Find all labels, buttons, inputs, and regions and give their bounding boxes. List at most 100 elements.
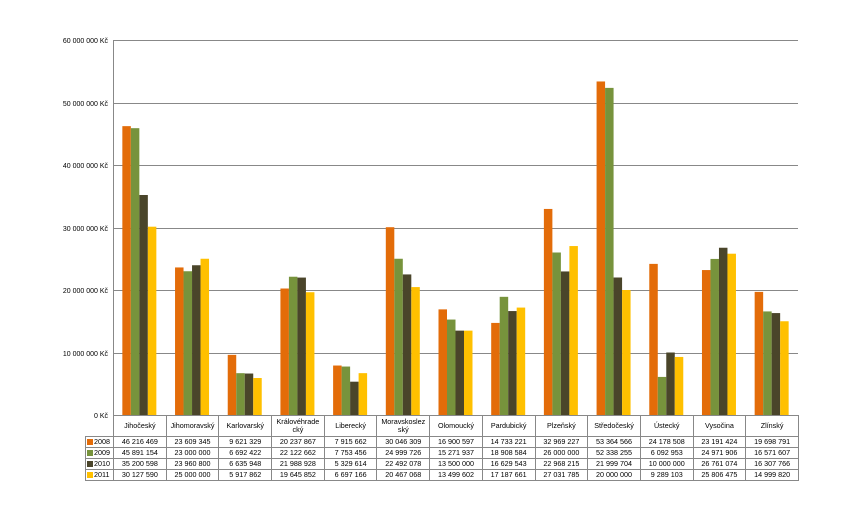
data-label: 30 127 590 — [113, 469, 167, 481]
data-label: 32 969 227 — [534, 436, 589, 448]
data-label: 19 645 852 — [271, 469, 325, 481]
bar-2009-Olomoucký — [447, 319, 456, 415]
data-label: 6 692 422 — [218, 447, 273, 459]
bar-2008-Zlínský — [754, 291, 764, 415]
data-label: 13 500 000 — [429, 458, 483, 470]
legend-swatch — [87, 439, 93, 445]
bar-2010-Ústecký — [666, 352, 675, 415]
data-label: 21 999 704 — [587, 458, 641, 470]
bar-2010-Liberecký — [350, 381, 359, 415]
data-label: 6 697 166 — [323, 469, 378, 481]
bar-2008-Pardubický — [491, 322, 500, 415]
y-tick-label: 50 000 000 Kč — [63, 101, 109, 108]
data-label: 20 237 867 — [271, 436, 325, 448]
bar-2011-Vysočina — [727, 253, 736, 415]
bar-2010-Moravskoslezský — [402, 274, 412, 415]
bar-2009-Plzeňský — [552, 252, 561, 415]
y-tick-label: 20 000 000 Kč — [63, 288, 109, 295]
category-label: Jihočeský — [113, 415, 167, 437]
bars — [122, 81, 789, 416]
data-label: 14 733 221 — [481, 436, 536, 448]
data-label: 6 092 953 — [639, 447, 694, 459]
bar-2009-Jihomoravský — [183, 271, 193, 415]
bar-2008-Liberecký — [333, 365, 342, 415]
data-label: 19 698 791 — [745, 436, 799, 448]
bar-2009-Moravskoslezský — [394, 258, 403, 415]
category-label: Pardubický — [481, 415, 536, 437]
bar-2008-Karlovarský — [227, 354, 237, 415]
bar-2009-Jihočeský — [130, 128, 140, 415]
bar-2010-Olomoucký — [455, 330, 464, 415]
data-label: 27 031 785 — [534, 469, 589, 481]
data-label: 52 338 255 — [587, 447, 641, 459]
legend-key: 2011 — [85, 469, 114, 481]
legend-swatch — [87, 450, 93, 456]
bar-2010-Zlínský — [771, 313, 781, 415]
data-label: 18 908 584 — [481, 447, 536, 459]
data-label: 35 200 598 — [113, 458, 167, 470]
bar-2010-Pardubický — [508, 311, 517, 415]
bar-2009-Královéhradecký — [288, 276, 298, 415]
data-label: 16 307 766 — [745, 458, 799, 470]
bar-2008-Královéhradecký — [280, 288, 289, 415]
series-name: 2008 — [94, 437, 110, 447]
data-label: 26 761 074 — [692, 458, 747, 470]
data-label: 9 289 103 — [639, 469, 694, 481]
bar-2009-Zlínský — [763, 311, 772, 415]
data-label: 10 000 000 — [639, 458, 694, 470]
data-label: 23 960 800 — [165, 458, 220, 470]
gridlines — [113, 40, 798, 416]
data-label: 24 971 906 — [692, 447, 747, 459]
table-corner — [85, 415, 114, 437]
table-row: 2009 45 891 154 23 000 000 6 692 422 22 122 … — [85, 447, 799, 459]
table-row: 2010 35 200 598 23 960 800 6 635 948 21 988 … — [85, 458, 799, 470]
series-name: 2009 — [94, 448, 110, 458]
data-label: 13 499 602 — [429, 469, 483, 481]
bar-2011-Olomoucký — [464, 330, 473, 415]
legend-swatch — [87, 461, 93, 467]
bar-2008-Moravskoslezský — [385, 227, 395, 415]
bar-2011-Moravskoslezský — [411, 287, 420, 415]
data-label: 9 621 329 — [218, 436, 273, 448]
data-label: 24 999 726 — [376, 447, 431, 459]
category-label: Plzeňský — [534, 415, 589, 437]
category-label: Středočeský — [587, 415, 641, 437]
legend-key: 2009 — [85, 447, 114, 459]
bar-2008-Jihočeský — [122, 126, 131, 416]
category-label: Liberecký — [323, 415, 378, 437]
bar-2011-Plzeňský — [569, 246, 578, 415]
data-label: 26 000 000 — [534, 447, 589, 459]
data-label: 45 891 154 — [113, 447, 167, 459]
data-label: 22 122 662 — [271, 447, 325, 459]
y-tick-label: 60 000 000 Kč — [63, 38, 109, 45]
bar-2010-Středočeský — [613, 277, 623, 415]
data-label: 15 271 937 — [429, 447, 483, 459]
bar-2011-Liberecký — [358, 373, 368, 415]
data-label: 53 364 566 — [587, 436, 641, 448]
data-label: 21 988 928 — [271, 458, 325, 470]
data-label: 25 806 475 — [692, 469, 747, 481]
y-tick-label: 40 000 000 Kč — [63, 163, 109, 170]
category-label: Karlovarský — [218, 415, 273, 437]
category-label: Ústecký — [639, 415, 694, 437]
bar-2009-Vysočina — [710, 258, 719, 415]
category-label: Jihomoravský — [165, 415, 220, 437]
bar-2009-Liberecký — [341, 366, 351, 415]
data-label: 24 178 508 — [639, 436, 694, 448]
bar-2009-Karlovarský — [236, 373, 245, 415]
bar-2011-Pardubický — [516, 307, 526, 415]
category-label: Královéhrade cký — [271, 415, 325, 437]
bar-2011-Ústecký — [674, 356, 684, 415]
bar-2011-Jihočeský — [147, 226, 157, 415]
data-label: 14 999 820 — [745, 469, 799, 481]
data-label: 17 187 661 — [481, 469, 536, 481]
bar-2011-Středočeský — [622, 290, 631, 415]
bar-2011-Zlínský — [780, 321, 789, 415]
bar-2010-Vysočina — [718, 247, 728, 415]
bar-2008-Jihomoravský — [175, 267, 184, 415]
bar-2008-Olomoucký — [438, 309, 447, 415]
category-label: Moravskoslez ský — [376, 415, 431, 437]
bar-2011-Královéhradecký — [305, 292, 315, 415]
data-label: 7 753 456 — [323, 447, 378, 459]
